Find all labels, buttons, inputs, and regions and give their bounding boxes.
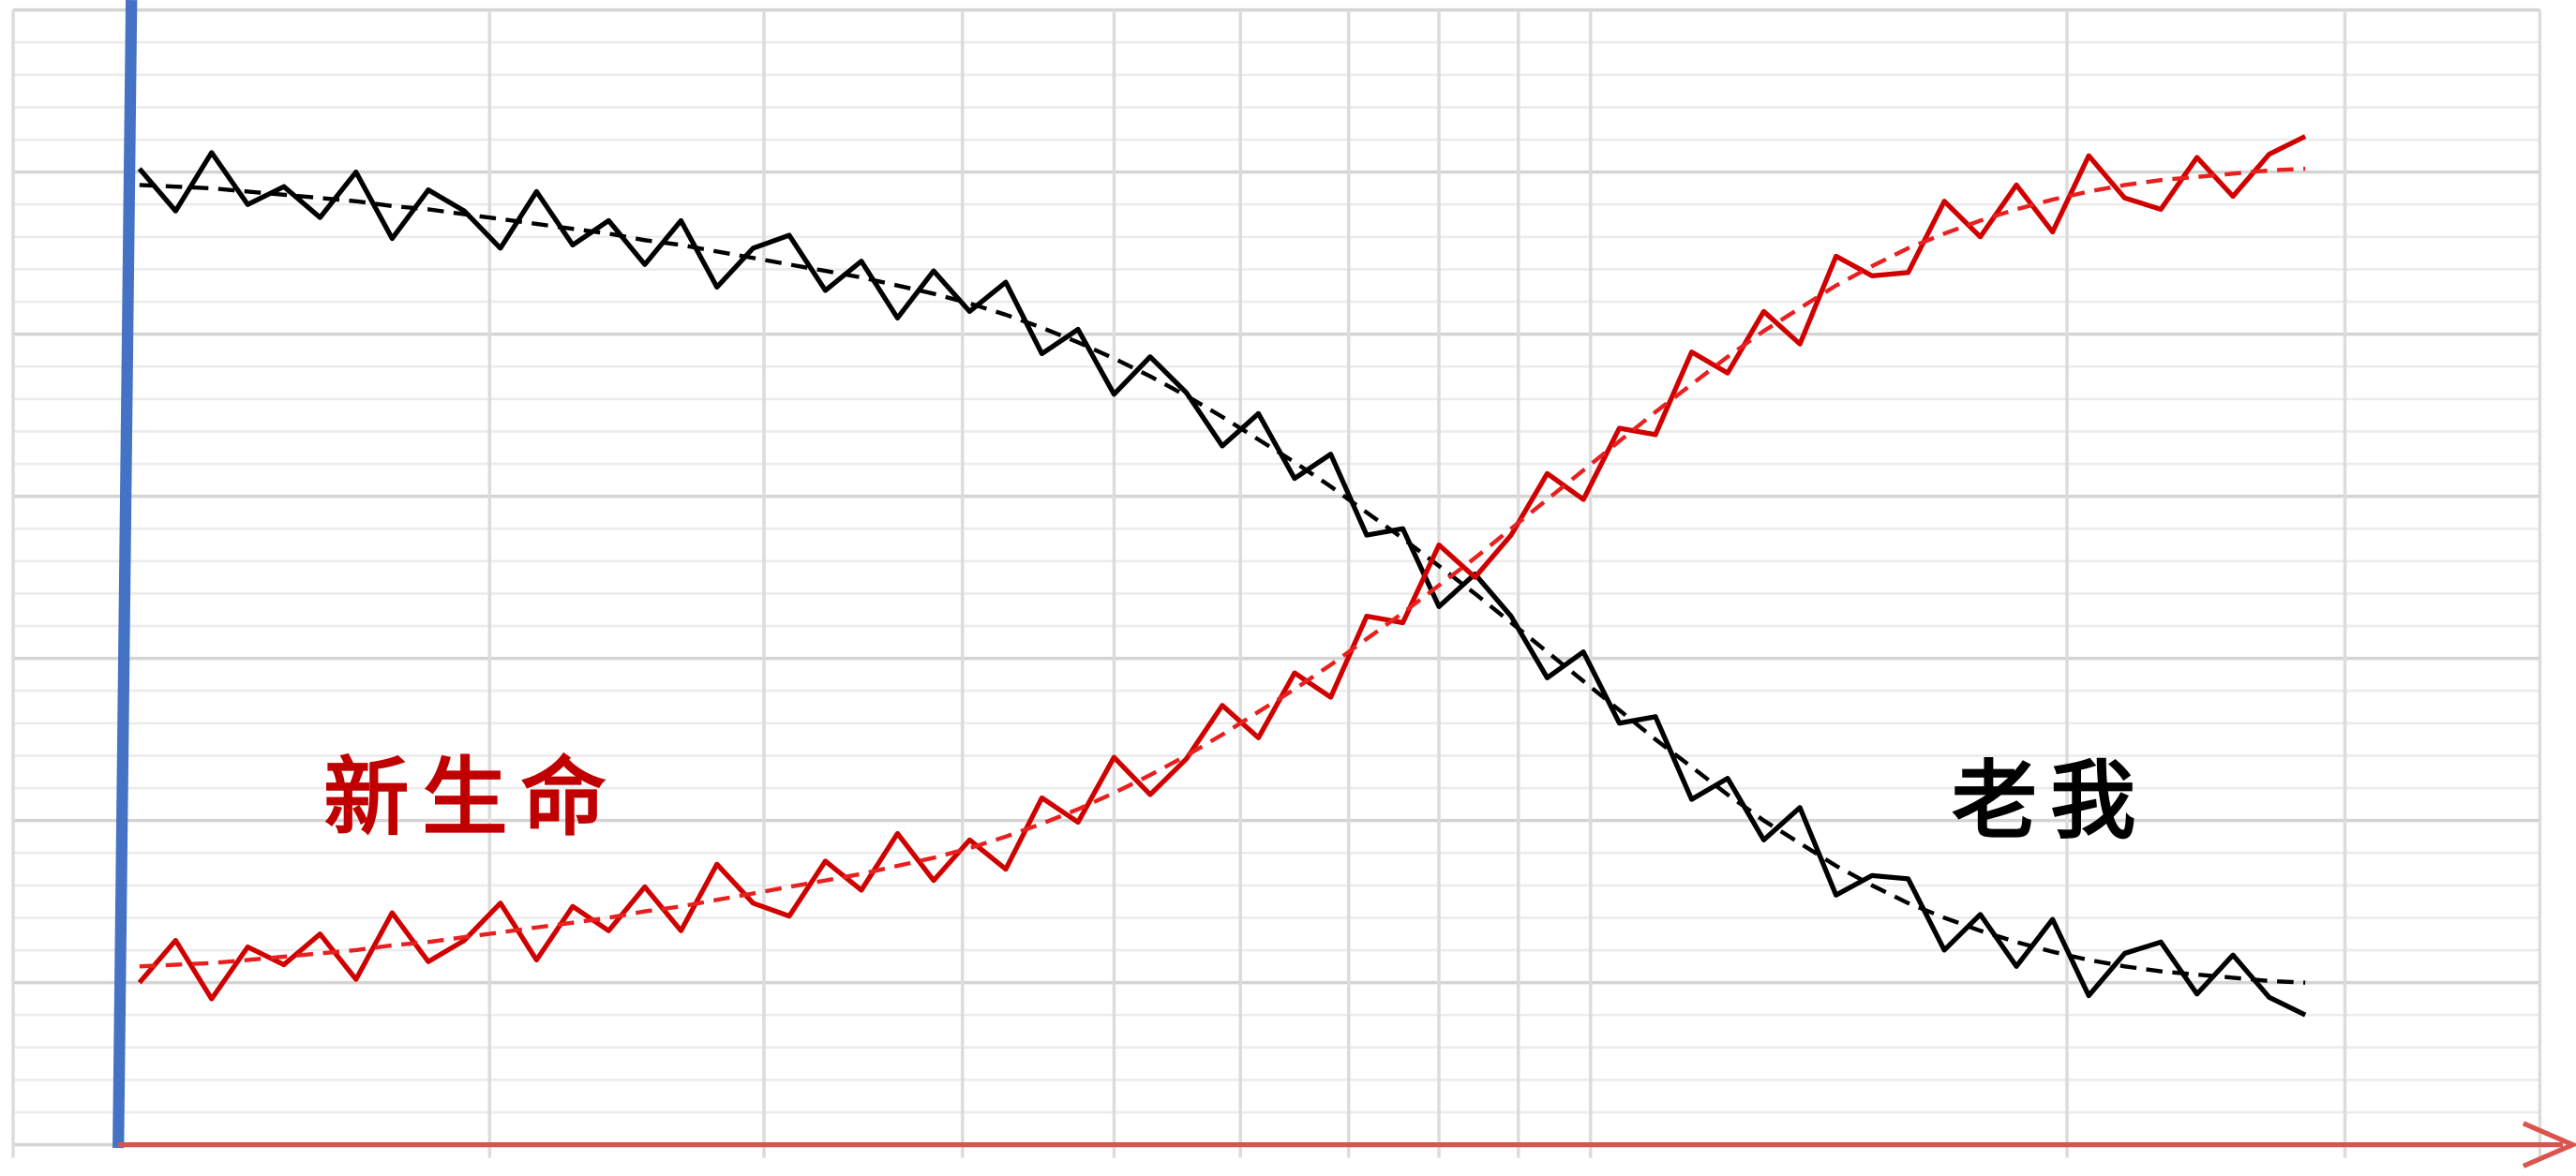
y-axis (112, 0, 138, 1149)
annotation: 老我 (1952, 751, 2149, 851)
annotation: 新生命 (323, 748, 619, 848)
data-line (137, 150, 2307, 1018)
data-line (137, 134, 2307, 1002)
trend-line (139, 183, 2306, 985)
trend-line (139, 166, 2306, 969)
x-axis-arrow (2522, 1121, 2576, 1169)
plot-lines (137, 134, 2307, 1018)
annotations: 新生命 老我 (323, 748, 2149, 852)
